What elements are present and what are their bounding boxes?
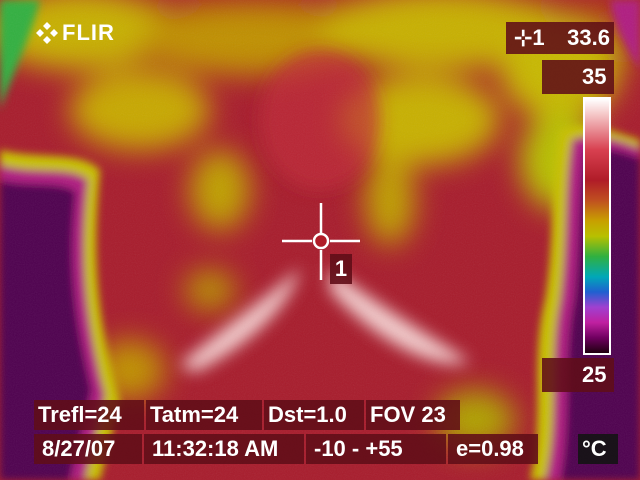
date-text: 8/27/07 (42, 436, 116, 461)
scale-min-box: 25 (542, 358, 614, 392)
flir-logo-icon (36, 22, 58, 44)
status-time: 11:32:18 AM (144, 434, 304, 464)
emissivity-text: e=0.98 (456, 436, 524, 461)
param-tatm: Tatm=24 (146, 400, 262, 430)
status-range: -10 - +55 (306, 434, 446, 464)
spot-temperature: 33.6 (567, 25, 610, 50)
trefl-text: Trefl=24 (38, 402, 122, 427)
tatm-text: Tatm=24 (150, 402, 239, 427)
spot-readout: ⊹1 33.6 (506, 22, 614, 54)
range-text: -10 - +55 (314, 436, 403, 461)
status-emissivity: e=0.98 (448, 434, 538, 464)
flir-logo: FLIR (36, 20, 115, 46)
unit-text: °C (582, 436, 607, 461)
param-trefl: Trefl=24 (34, 400, 144, 430)
unit-indicator: °C (578, 434, 618, 464)
temperature-colorbar (583, 97, 611, 355)
spot-label: ⊹1 (514, 25, 545, 50)
param-fov: FOV 23 (366, 400, 460, 430)
spot-tag: 1 (330, 254, 352, 284)
fov-text: FOV 23 (370, 402, 446, 427)
scale-min-value: 25 (582, 362, 607, 387)
status-date: 8/27/07 (34, 434, 142, 464)
time-text: 11:32:18 AM (152, 436, 279, 461)
param-dst: Dst=1.0 (264, 400, 364, 430)
spot-crosshair (282, 203, 360, 280)
dst-text: Dst=1.0 (268, 402, 347, 427)
logo-text: FLIR (62, 20, 115, 45)
scale-max-value: 35 (582, 64, 607, 89)
scale-max-box: 35 (542, 60, 614, 94)
